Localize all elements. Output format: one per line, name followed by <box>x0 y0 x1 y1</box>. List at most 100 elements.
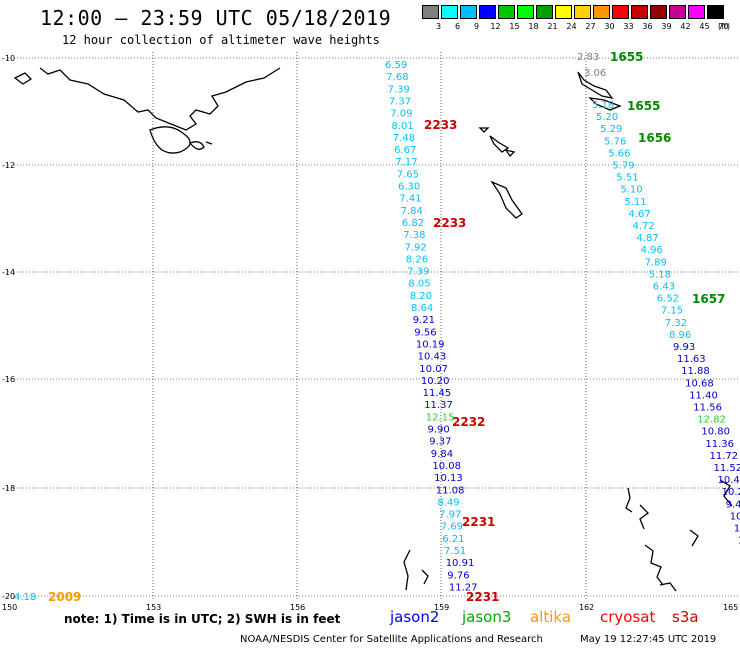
wave-height-value: 10.08 <box>432 461 461 472</box>
wave-height-value: 4.96 <box>641 245 663 256</box>
wave-height-value: 9.56 <box>414 327 436 338</box>
wave-height-value: 10.19 <box>416 339 445 350</box>
lon-label: 159 <box>434 603 449 610</box>
colorbar-label: 39 <box>661 22 672 31</box>
wave-height-value: 7.32 <box>665 318 687 329</box>
wave-height-values: 6.597.687.397.377.098.017.486.677.177.65… <box>14 52 740 603</box>
wave-height-value: 9.93 <box>673 342 695 353</box>
wave-height-value: 10.1 <box>734 524 740 535</box>
wave-height-value: 11.52 <box>714 463 740 474</box>
colorbar-swatch <box>669 5 686 19</box>
colorbar-swatch <box>574 5 591 19</box>
wave-height-value: 5.66 <box>608 148 630 159</box>
wave-height-value: 5.79 <box>612 161 634 172</box>
wave-height-value: 7.39 <box>388 84 410 95</box>
wave-height-value: 8.26 <box>406 254 428 265</box>
wave-height-value: 4.72 <box>633 221 655 232</box>
satellite-legend-jason3: jason3 <box>462 608 512 626</box>
grid <box>8 52 740 600</box>
wave-height-value: 6.82 <box>402 218 424 229</box>
wave-height-value: 3.06 <box>584 68 606 79</box>
wave-height-value: 7.51 <box>444 546 466 557</box>
island-vanuatu-d <box>659 582 677 592</box>
wave-height-value: 9.76 <box>447 570 469 581</box>
colorbar-label: 70 <box>718 22 729 31</box>
pass-time-label: 2009 <box>48 590 81 604</box>
wave-height-value: 5.10 <box>620 185 642 196</box>
lat-label: -16 <box>2 375 15 384</box>
colorbar-label: 6 <box>454 22 461 31</box>
colorbar-swatch <box>631 5 648 19</box>
wave-height-value: 12.82 <box>697 415 726 426</box>
wave-height-value: 8.20 <box>410 291 432 302</box>
wave-height-value: 10.68 <box>685 378 714 389</box>
wave-height-value: 7.39 <box>407 267 429 278</box>
footer-credit: NOAA/NESDIS Center for Satellite Applica… <box>240 634 543 645</box>
wave-height-value: 4.18 <box>14 592 36 603</box>
wave-height-value: 12.15 <box>426 412 455 423</box>
colorbar-unit: (ft) <box>718 22 731 31</box>
wave-height-value: 11.63 <box>677 354 706 365</box>
wave-height-value: 10.80 <box>701 427 730 438</box>
colorbar-label: 30 <box>604 22 615 31</box>
lon-label: 162 <box>579 603 594 610</box>
wave-height-value: 11.56 <box>693 403 722 414</box>
colorbar-label: 42 <box>680 22 691 31</box>
lon-label: 150 <box>2 603 17 610</box>
wave-height-value: 9.84 <box>431 449 453 460</box>
wave-height-value: 7.65 <box>397 169 419 180</box>
wave-height-value: 9.37 <box>429 437 451 448</box>
wave-height-value: 11.37 <box>424 400 453 411</box>
wave-height-value: 10.41 <box>718 475 740 486</box>
colorbar-label: 45 <box>699 22 710 31</box>
lon-label: 153 <box>146 603 161 610</box>
island-vanuatu-c <box>644 544 664 586</box>
wave-height-value: 10.07 <box>419 364 448 375</box>
wave-height-value: 7.68 <box>386 72 408 83</box>
wave-height-value: 5.18 <box>649 269 671 280</box>
wave-height-value: 6.67 <box>394 145 416 156</box>
wave-height-value: 8.05 <box>408 279 430 290</box>
colorbar-swatch <box>422 5 439 19</box>
wave-height-value: 9.90 <box>428 425 450 436</box>
colorbar-label: 24 <box>566 22 577 31</box>
wave-height-value: 6.59 <box>385 60 407 71</box>
pass-time-labels: 2233 2233 2232 2231 2231 1655 1655 1656 1657 2009 <box>48 50 725 604</box>
wave-height-value: 11.72 <box>710 451 739 462</box>
wave-height-value: 5.20 <box>596 112 618 123</box>
wave-height-value: 5.18 <box>592 100 614 111</box>
wave-height-value: 10.13 <box>434 473 463 484</box>
wave-height-value: 8.01 <box>392 121 414 132</box>
lat-label: -14 <box>2 268 15 277</box>
wave-height-value: 7.37 <box>389 97 411 108</box>
wave-height-value: 7.92 <box>405 242 427 253</box>
wave-height-value: 7.09 <box>390 109 412 120</box>
colorbar-swatch <box>707 5 724 19</box>
wave-height-value: 5.11 <box>624 197 646 208</box>
wave-height-value: 10.91 <box>446 558 475 569</box>
axis-labels: -10 -12 -14 -16 -18 -20 150 153 156 159 … <box>2 54 738 610</box>
pass-time-label: 1657 <box>692 292 725 306</box>
island-rennell-2 <box>489 135 510 153</box>
pass-time-label: 1655 <box>627 99 660 113</box>
lat-label: -18 <box>2 484 15 493</box>
wave-height-value: 5.29 <box>600 124 622 135</box>
footer-timestamp: May 19 12:27:45 UTC 2019 <box>580 634 717 645</box>
pass-time-label: 1656 <box>638 131 671 145</box>
wave-height-value: 11.27 <box>449 583 478 594</box>
coastlines <box>13 67 733 592</box>
page-subtitle: 12 hour collection of altimeter wave hei… <box>62 33 380 47</box>
pass-time-label: 2231 <box>466 590 499 604</box>
colorbar-swatch <box>612 5 629 19</box>
pass-time-label: 2232 <box>452 415 485 429</box>
wave-height-value: 7.17 <box>395 157 417 168</box>
colorbar-label: 21 <box>547 22 558 31</box>
page-title: 12:00 – 23:59 UTC 05/18/2019 <box>40 6 392 30</box>
wave-height-value: 9.21 <box>413 315 435 326</box>
wave-height-value: 10.20 <box>421 376 450 387</box>
colorbar-label: 27 <box>585 22 596 31</box>
island-rennell-1 <box>478 127 490 133</box>
island-vanuatu-e <box>689 529 699 547</box>
wave-height-value: 6.43 <box>653 282 675 293</box>
wave-height-value: 9.47 <box>726 499 740 510</box>
